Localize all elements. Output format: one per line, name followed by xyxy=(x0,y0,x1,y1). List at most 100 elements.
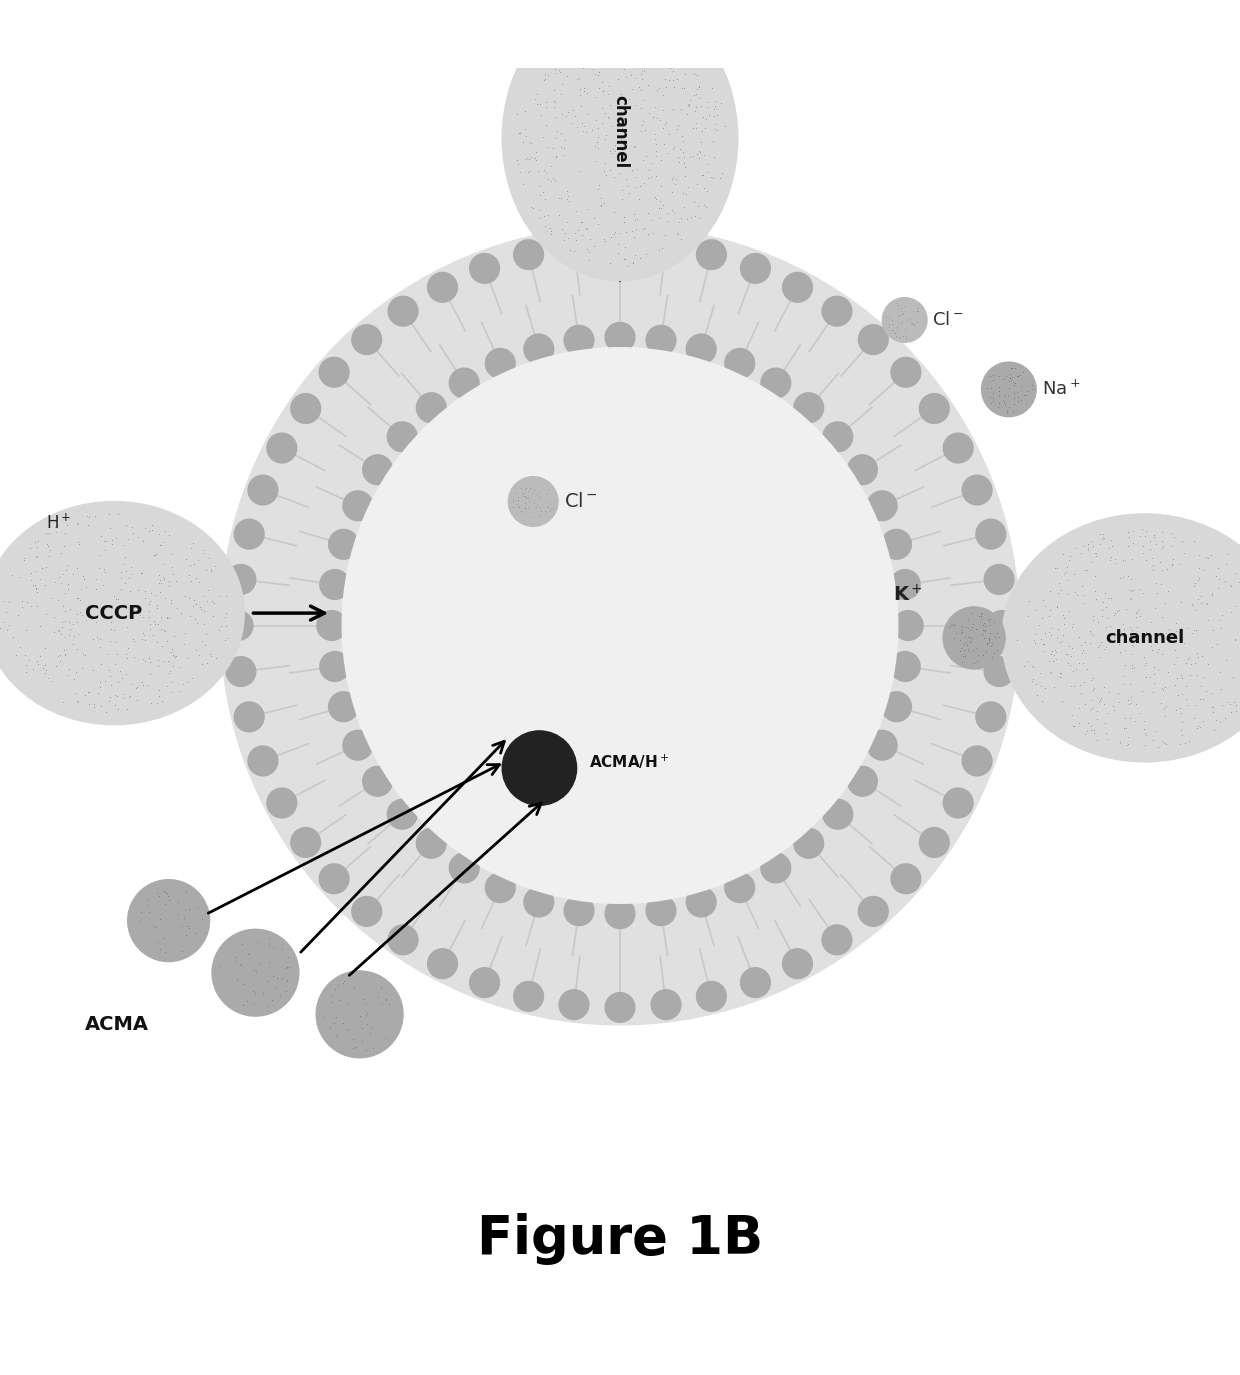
Circle shape xyxy=(740,968,770,997)
Circle shape xyxy=(962,747,992,775)
Text: CCCP: CCCP xyxy=(86,604,143,623)
Circle shape xyxy=(564,896,594,925)
Circle shape xyxy=(848,455,878,484)
Circle shape xyxy=(352,896,382,927)
Circle shape xyxy=(892,358,921,388)
Circle shape xyxy=(985,657,1014,686)
Text: H$^+$: H$^+$ xyxy=(46,513,71,532)
Text: Figure 1B: Figure 1B xyxy=(477,1213,763,1265)
Circle shape xyxy=(317,610,347,641)
Circle shape xyxy=(919,393,949,424)
Circle shape xyxy=(470,968,500,997)
Circle shape xyxy=(291,828,321,858)
Circle shape xyxy=(128,880,210,961)
Circle shape xyxy=(319,358,348,388)
Text: Cl$^-$: Cl$^-$ xyxy=(564,492,598,512)
Circle shape xyxy=(651,990,681,1019)
Circle shape xyxy=(890,652,920,682)
Circle shape xyxy=(234,703,264,732)
Circle shape xyxy=(525,887,554,917)
Circle shape xyxy=(234,520,264,549)
Circle shape xyxy=(248,476,278,505)
Circle shape xyxy=(985,565,1014,594)
Circle shape xyxy=(387,799,417,829)
Circle shape xyxy=(697,982,727,1011)
Circle shape xyxy=(343,491,373,521)
Circle shape xyxy=(740,253,770,283)
Circle shape xyxy=(525,334,554,364)
Circle shape xyxy=(388,925,418,954)
Circle shape xyxy=(485,348,515,378)
Circle shape xyxy=(559,990,589,1019)
Circle shape xyxy=(919,828,949,858)
Text: ACMA: ACMA xyxy=(84,1015,149,1034)
Circle shape xyxy=(428,272,458,302)
Circle shape xyxy=(329,529,358,560)
Circle shape xyxy=(221,227,1019,1024)
Circle shape xyxy=(342,348,898,903)
Circle shape xyxy=(646,896,676,925)
Circle shape xyxy=(651,231,681,261)
Circle shape xyxy=(352,324,382,355)
Circle shape xyxy=(822,296,852,326)
Circle shape xyxy=(823,422,853,451)
Circle shape xyxy=(559,231,589,261)
Circle shape xyxy=(944,788,973,818)
Circle shape xyxy=(982,362,1037,417)
Circle shape xyxy=(485,873,515,902)
Circle shape xyxy=(605,228,635,258)
Circle shape xyxy=(267,788,296,818)
Circle shape xyxy=(782,272,812,302)
Circle shape xyxy=(987,610,1017,641)
Circle shape xyxy=(882,529,911,560)
Circle shape xyxy=(343,730,373,760)
Circle shape xyxy=(319,864,348,894)
Circle shape xyxy=(761,852,791,883)
Circle shape xyxy=(944,606,1006,668)
Circle shape xyxy=(417,828,446,858)
Circle shape xyxy=(449,852,479,883)
Circle shape xyxy=(342,348,898,903)
Circle shape xyxy=(858,896,888,927)
Circle shape xyxy=(890,569,920,600)
Circle shape xyxy=(794,828,823,858)
Circle shape xyxy=(686,887,715,917)
Circle shape xyxy=(867,730,897,760)
Circle shape xyxy=(858,324,888,355)
Circle shape xyxy=(508,477,558,527)
Circle shape xyxy=(822,925,852,954)
Text: Cl$^-$: Cl$^-$ xyxy=(932,311,963,329)
Circle shape xyxy=(883,297,928,342)
Circle shape xyxy=(882,692,911,722)
Ellipse shape xyxy=(502,0,738,280)
Circle shape xyxy=(725,873,755,902)
Circle shape xyxy=(564,326,594,355)
Circle shape xyxy=(223,610,253,641)
Circle shape xyxy=(697,239,727,270)
Circle shape xyxy=(976,703,1006,732)
Circle shape xyxy=(686,334,715,364)
Circle shape xyxy=(893,610,923,641)
Circle shape xyxy=(362,766,392,796)
Circle shape xyxy=(962,476,992,505)
Circle shape xyxy=(362,455,392,484)
Circle shape xyxy=(417,393,446,422)
Circle shape xyxy=(329,692,358,722)
Circle shape xyxy=(976,520,1006,549)
Circle shape xyxy=(267,433,296,463)
Circle shape xyxy=(320,652,350,682)
Circle shape xyxy=(725,348,755,378)
Circle shape xyxy=(291,393,321,424)
Circle shape xyxy=(449,368,479,397)
Circle shape xyxy=(848,766,878,796)
Circle shape xyxy=(470,253,500,283)
Circle shape xyxy=(316,971,403,1057)
Ellipse shape xyxy=(0,502,244,725)
Circle shape xyxy=(226,657,255,686)
Circle shape xyxy=(823,799,853,829)
Circle shape xyxy=(892,864,921,894)
Circle shape xyxy=(944,433,973,463)
Circle shape xyxy=(388,296,418,326)
Circle shape xyxy=(794,393,823,422)
Circle shape xyxy=(605,993,635,1022)
